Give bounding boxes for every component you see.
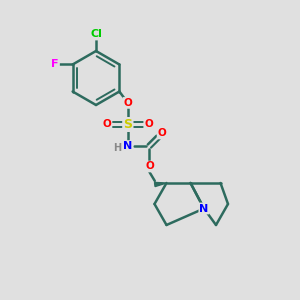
Text: S: S <box>123 118 132 131</box>
Text: O: O <box>158 128 166 139</box>
Text: F: F <box>52 59 59 70</box>
Polygon shape <box>154 182 166 187</box>
Text: H: H <box>113 143 121 154</box>
Text: O: O <box>102 119 111 130</box>
Text: O: O <box>144 119 153 130</box>
Text: O: O <box>123 98 132 108</box>
Text: N: N <box>200 203 208 214</box>
Text: N: N <box>123 141 132 151</box>
Text: Cl: Cl <box>90 29 102 40</box>
Text: O: O <box>145 161 154 172</box>
